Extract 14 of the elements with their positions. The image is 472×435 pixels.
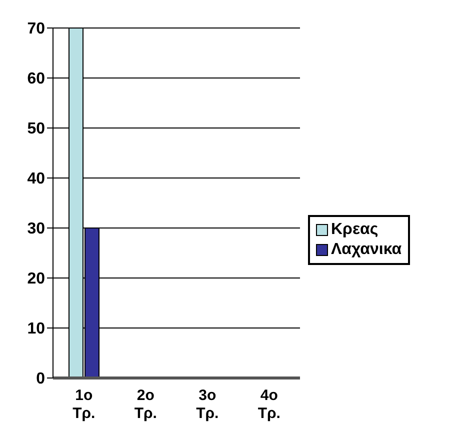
- y-tick-label: 10: [27, 320, 46, 338]
- y-tick-label: 40: [27, 170, 46, 188]
- x-tick-label: 1o Τρ.: [72, 387, 96, 422]
- y-tick-label: 30: [27, 220, 46, 238]
- x-tick-label: 2o Τρ.: [134, 387, 157, 422]
- y-tick-label: 60: [27, 70, 46, 88]
- x-tick-label: 4o Τρ.: [258, 387, 280, 422]
- legend-label: Λαχανικα: [331, 240, 402, 260]
- y-tick-label: 20: [27, 270, 46, 288]
- y-tick-label: 50: [27, 120, 46, 138]
- y-tick-label: 0: [36, 370, 46, 388]
- legend-label: Κρεας: [331, 220, 378, 240]
- y-tick-label: 70: [27, 20, 46, 38]
- x-tick-label: 3o Τρ.: [196, 387, 219, 422]
